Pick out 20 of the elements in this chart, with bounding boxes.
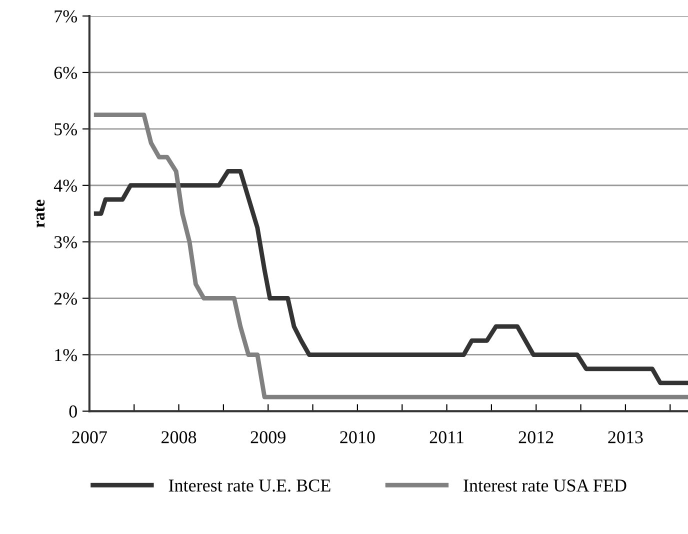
y-tick-label: 2% (54, 292, 78, 305)
x-tick-label: 2010 (340, 431, 375, 444)
y-tick-label: 4% (54, 180, 78, 192)
y-tick-label: 0 (69, 405, 77, 418)
y-tick-label: 6% (54, 66, 78, 79)
x-tick-label: 2008 (162, 431, 196, 444)
y-tick-label: 5% (54, 123, 78, 136)
line-series (92, 169, 688, 386)
x-tick-label: 2009 (250, 431, 286, 444)
x-tick-label: 2007 (72, 431, 107, 444)
y-tick-label: 7% (54, 10, 78, 23)
legend-label: Interest rate USA FED (464, 479, 626, 492)
y-axis-title: rate (35, 200, 45, 228)
x-tick-label: 2013 (608, 431, 643, 444)
x-tick-label: 2012 (518, 431, 554, 444)
y-tick-label: 3% (54, 236, 78, 248)
y-tick-label: 1% (55, 348, 78, 362)
line-series (92, 112, 688, 400)
legend-label: Interest rate U.E. BCE (168, 479, 330, 492)
x-tick-label: 2011 (430, 431, 464, 444)
